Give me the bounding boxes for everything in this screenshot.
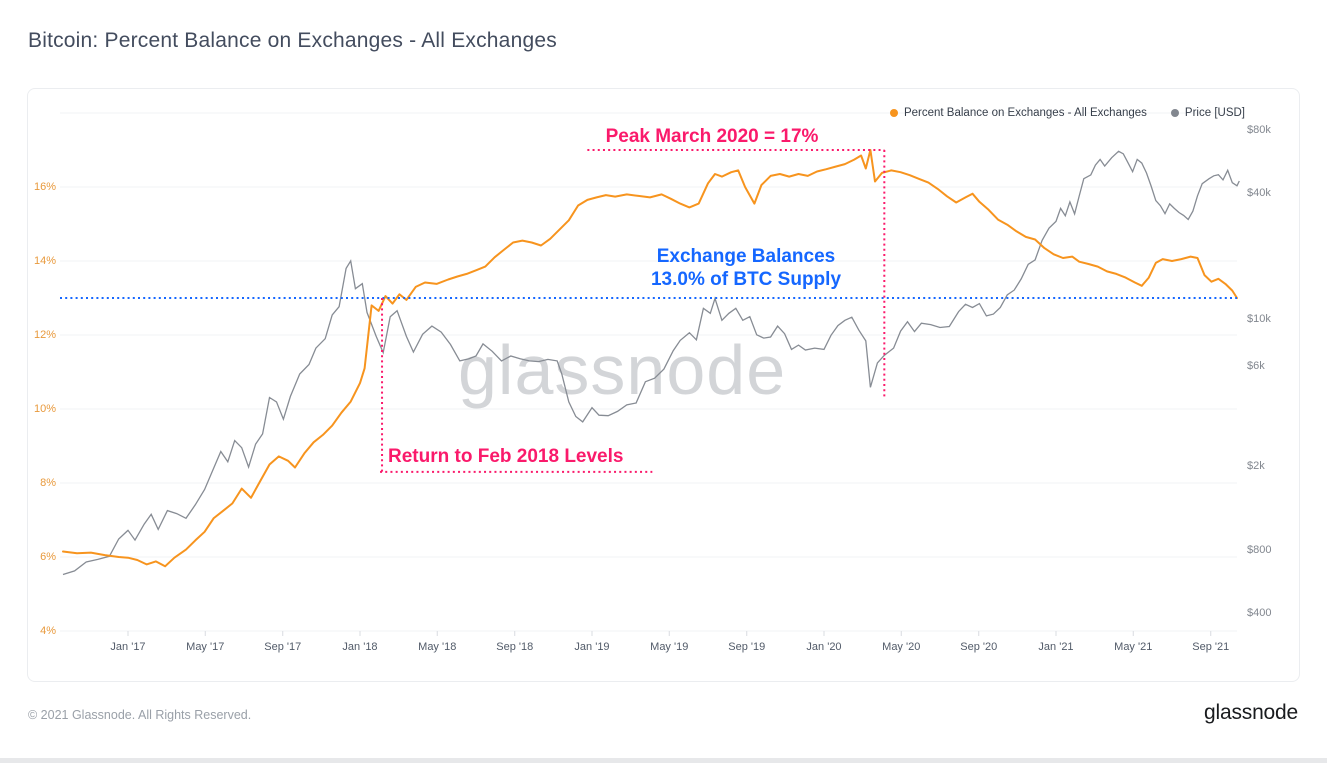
page-title: Bitcoin: Percent Balance on Exchanges - … [28,29,557,52]
bottom-window-strip [0,758,1327,763]
gray-series-dot-icon [1170,109,1179,117]
left-axis-tick-label: 16% [33,181,56,193]
left-axis-tick-label: 6% [40,551,56,563]
legend-item-percent-balance[interactable]: Percent Balance on Exchanges - All Excha… [889,107,1147,119]
orange-series-dot-icon [889,109,898,117]
left-axis-tick-label: 12% [33,329,56,341]
right-axis-tick-label: $6k [1247,360,1265,373]
x-axis-tick-label: Sep '18 [496,641,534,653]
right-axis-tick-label: $40k [1247,187,1271,199]
glassnode-watermark: glassnode [458,331,787,409]
annotation-exchange-balances-line1: Exchange Balances [656,246,836,267]
left-axis-tick-label: 10% [33,403,56,415]
x-axis-tick-label: May '17 [186,641,225,653]
x-axis-tick-label: Sep '21 [1192,641,1230,653]
x-axis-tick-label: May '19 [650,641,689,653]
x-axis-tick-label: Sep '19 [728,641,766,653]
right-axis-tick-label: $2k [1247,460,1265,473]
x-axis-tick-label: Jan '17 [110,641,146,653]
left-axis-tick-label: 4% [40,625,56,637]
x-axis-tick-label: Sep '20 [960,641,998,653]
x-axis-tick-label: May '21 [1114,641,1153,653]
glassnode-logo[interactable]: glassnode [1204,701,1298,724]
x-axis-tick-label: Jan '18 [342,641,378,653]
left-axis-tick-label: 14% [33,255,56,267]
right-axis-tick-label: $10k [1247,313,1271,326]
right-axis-tick-label: $80k [1247,123,1271,136]
annotation-exchange-balances: Exchange Balances 13.0% of BTC Supply [596,245,896,291]
footer-copyright: © 2021 Glassnode. All Rights Reserved. [28,708,252,722]
x-axis-tick-label: Sep '17 [264,641,302,653]
legend-label-price: Price [USD] [1184,107,1245,119]
legend-item-price[interactable]: Price [USD] [1170,107,1245,119]
annotation-peak-march-2020: Peak March 2020 = 17% [605,126,819,147]
right-axis-tick-label: $400 [1247,607,1272,619]
x-axis-tick-label: Jan '19 [574,641,610,653]
chart-legend: Percent Balance on Exchanges - All Excha… [889,107,1245,119]
x-axis-tick-label: Jan '20 [806,641,842,653]
x-axis-tick-label: May '20 [882,641,921,653]
annotation-exchange-balances-line2: 13.0% of BTC Supply [650,269,842,290]
right-axis-tick-label: $800 [1247,543,1272,556]
x-axis-tick-label: May '18 [418,641,457,653]
legend-label-percent-balance: Percent Balance on Exchanges - All Excha… [903,107,1147,119]
annotation-return-feb-2018: Return to Feb 2018 Levels [388,446,624,467]
x-axis-tick-label: Jan '21 [1038,641,1074,653]
left-axis-tick-label: 8% [40,477,56,489]
